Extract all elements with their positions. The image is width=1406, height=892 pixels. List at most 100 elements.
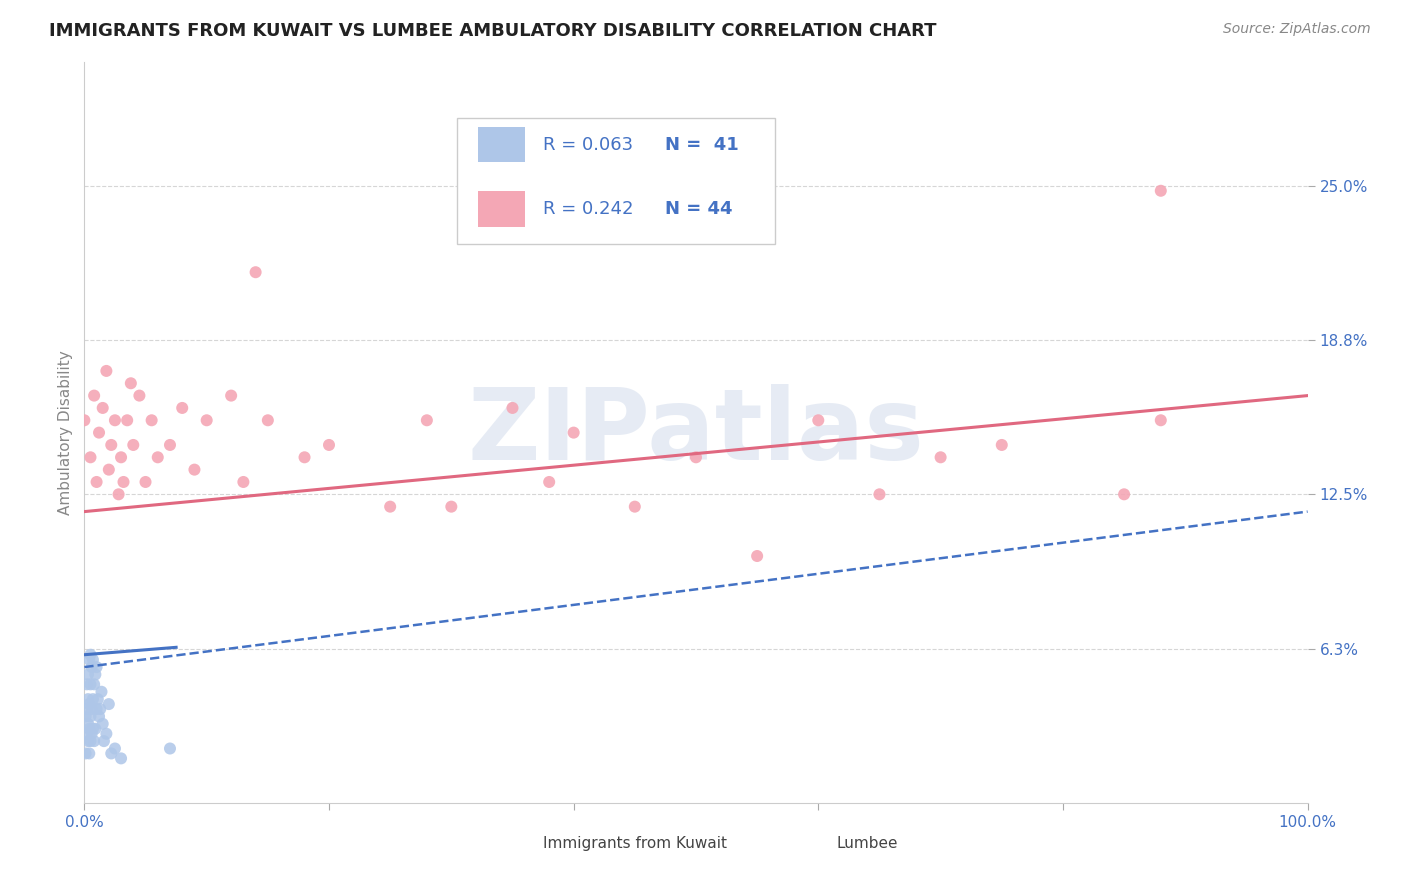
Point [96,727,118,741]
Point [86,702,108,716]
FancyBboxPatch shape [478,191,524,227]
Point [76,677,98,691]
Point [128,388,150,402]
Point [107,487,129,501]
Point [79,677,101,691]
Point [77,697,100,711]
Point [97,697,120,711]
Text: R = 0.242: R = 0.242 [543,200,634,218]
Point [380,500,402,514]
Text: ZIPatlas: ZIPatlas [468,384,924,481]
Point [135,475,157,489]
Point [75,747,97,761]
Point [245,265,267,279]
Point [93,734,115,748]
Point [77,692,100,706]
Point [79,648,101,662]
Point [100,747,122,761]
Point [318,438,340,452]
Point [195,413,218,427]
Point [100,438,122,452]
Point [86,660,108,674]
Point [91,716,114,731]
Point [929,450,952,465]
Point [77,747,100,761]
Point [97,462,120,476]
Point [115,413,138,427]
Point [1150,184,1173,198]
Point [219,388,242,402]
FancyBboxPatch shape [478,127,524,162]
Point [1150,413,1173,427]
Text: R = 0.063: R = 0.063 [543,136,633,153]
Text: N = 44: N = 44 [665,200,733,218]
Point [80,702,103,716]
Point [82,653,104,667]
Point [91,401,114,415]
Point [83,734,105,748]
Point [991,438,1014,452]
Point [77,716,100,731]
Point [538,475,561,489]
Point [120,376,142,391]
Point [83,677,105,691]
Point [294,450,316,465]
Point [562,425,585,440]
Point [79,709,101,723]
Point [77,667,100,681]
Point [84,722,107,736]
Point [76,702,98,716]
Point [624,500,647,514]
FancyBboxPatch shape [794,834,824,853]
Point [104,741,127,756]
Text: Source: ZipAtlas.com: Source: ZipAtlas.com [1223,22,1371,37]
Point [83,388,105,402]
Point [104,413,127,427]
Text: Immigrants from Kuwait: Immigrants from Kuwait [543,836,727,851]
Point [84,667,107,681]
Point [112,475,135,489]
Point [159,438,181,452]
Point [257,413,280,427]
Point [87,692,110,706]
FancyBboxPatch shape [457,118,776,244]
Point [77,722,100,736]
Point [82,722,104,736]
Point [110,751,132,765]
Point [87,709,110,723]
Point [79,734,101,748]
Point [77,734,100,748]
Point [86,475,108,489]
Y-axis label: Ambulatory Disability: Ambulatory Disability [58,351,73,515]
Point [77,653,100,667]
Point [440,500,463,514]
Point [73,413,96,427]
Point [869,487,891,501]
Point [685,450,707,465]
Point [110,450,132,465]
Point [141,413,163,427]
Point [90,685,112,699]
Point [502,401,524,415]
Point [80,727,103,741]
Point [146,450,169,465]
Point [79,450,101,465]
Point [75,709,97,723]
Point [232,475,254,489]
Point [416,413,439,427]
Point [82,692,104,706]
Point [80,660,103,674]
Point [87,425,110,440]
Point [747,549,769,563]
Point [76,727,98,741]
Point [807,413,830,427]
Point [96,364,118,378]
Point [1114,487,1136,501]
FancyBboxPatch shape [501,834,531,853]
Point [172,401,194,415]
Text: IMMIGRANTS FROM KUWAIT VS LUMBEE AMBULATORY DISABILITY CORRELATION CHART: IMMIGRANTS FROM KUWAIT VS LUMBEE AMBULAT… [49,22,936,40]
Text: Lumbee: Lumbee [837,836,898,851]
Point [89,702,111,716]
Point [159,741,181,756]
Point [183,462,205,476]
